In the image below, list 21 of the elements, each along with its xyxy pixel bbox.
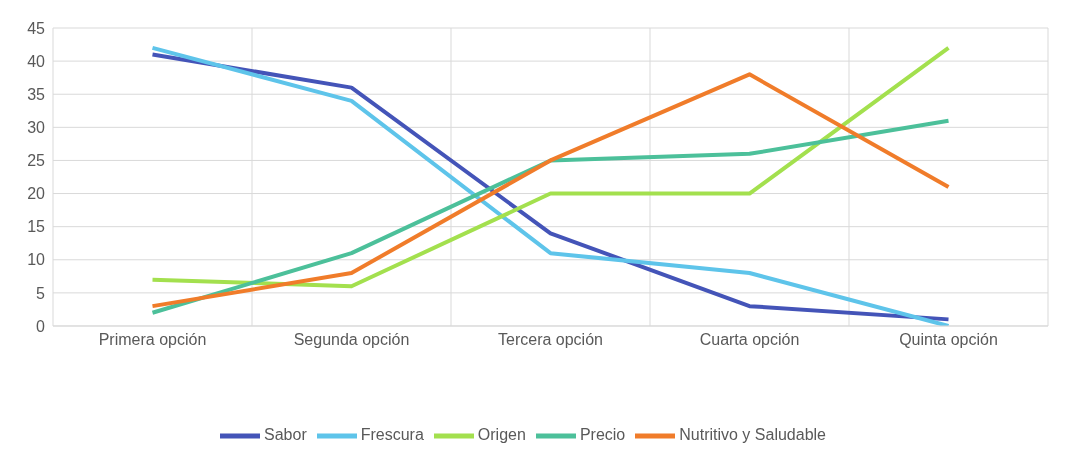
y-tick-label: 25 xyxy=(27,152,46,170)
y-tick-label: 0 xyxy=(36,317,46,335)
y-tick-label: 30 xyxy=(27,119,46,137)
y-tick-label: 45 xyxy=(27,19,46,37)
y-tick-label: 35 xyxy=(27,85,46,103)
legend-label: Nutritivo y Saludable xyxy=(679,426,826,444)
y-tick-label: 20 xyxy=(27,185,46,203)
y-tick-label: 10 xyxy=(27,251,46,269)
legend-label: Precio xyxy=(579,426,626,444)
legend-label: Frescura xyxy=(360,426,424,444)
x-tick-label: Segunda opción xyxy=(293,331,410,349)
x-tick-label: Quinta opción xyxy=(899,331,998,349)
y-tick-label: 15 xyxy=(27,218,46,236)
line-series xyxy=(150,118,951,315)
x-tick-label: Primera opción xyxy=(98,331,207,349)
x-tick-label: Cuarta opción xyxy=(699,331,800,349)
legend-label: Sabor xyxy=(264,426,307,444)
legend-label: Origen xyxy=(477,426,526,444)
x-tick-label: Tercera opción xyxy=(498,331,603,349)
y-tick-label: 40 xyxy=(27,52,46,70)
y-tick-label: 5 xyxy=(36,284,46,302)
